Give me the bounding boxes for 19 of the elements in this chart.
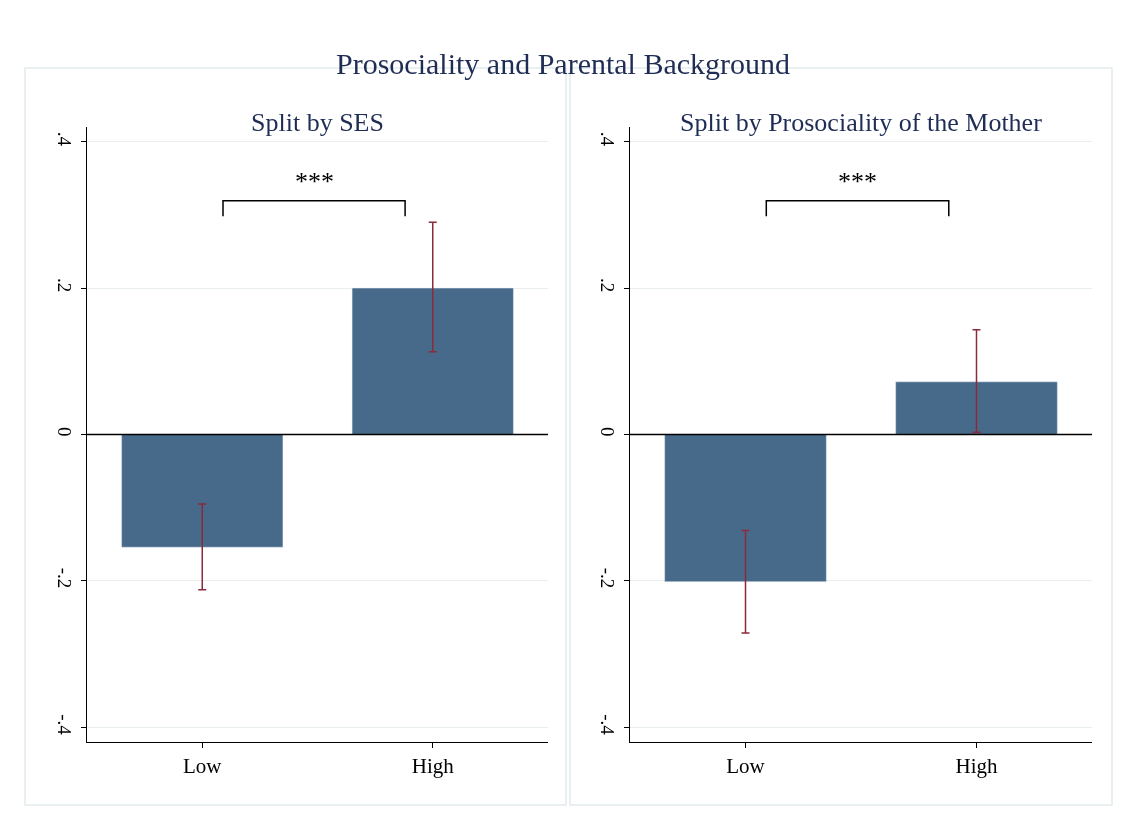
y-tick-label: -.2: [597, 567, 619, 589]
y-tick-label: .4: [54, 131, 76, 147]
chart-subtitle: Split by Prosociality of the Mother: [680, 108, 1043, 137]
y-tick-label: -.4: [597, 714, 619, 736]
x-tick-label: Low: [183, 754, 223, 779]
x-tick-label: High: [411, 754, 455, 779]
annotation: ***: [838, 167, 877, 196]
chart-title: Prosociality and Parental Background: [336, 47, 791, 80]
x-tick-label: Low: [726, 754, 766, 779]
y-tick-label: .2: [597, 278, 619, 293]
y-tick-label: -.2: [54, 567, 76, 589]
y-tick-label: -.4: [54, 714, 76, 736]
y-tick-label: 0: [54, 426, 76, 437]
annotation: ***: [295, 167, 334, 196]
x-tick-label: High: [955, 754, 998, 779]
chart-subtitle: Split by SES: [251, 108, 384, 137]
y-tick-label: 0: [597, 426, 619, 437]
y-tick-label: .2: [54, 278, 76, 293]
y-tick-label: .4: [597, 131, 619, 147]
